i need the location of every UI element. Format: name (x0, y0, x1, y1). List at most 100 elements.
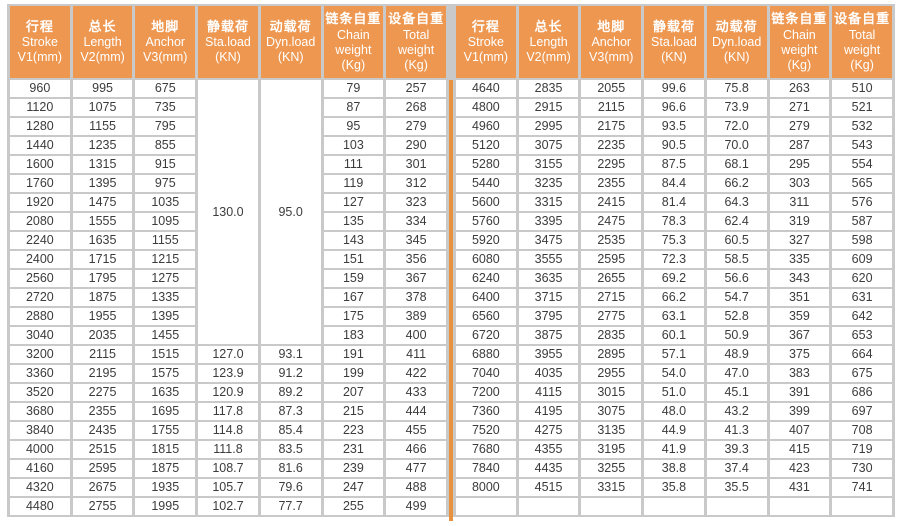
table-cell: 263 (769, 80, 830, 97)
table-cell: 93.5 (644, 118, 704, 135)
table-cell: 39.3 (706, 441, 767, 458)
table-cell: 356 (386, 251, 446, 268)
table-cell: 741 (832, 479, 892, 496)
table-cell: 334 (386, 213, 446, 230)
table-row: 3200 2115 1515 127.0 93.1 191 411 (10, 346, 446, 363)
table-cell: 6560 (456, 308, 516, 325)
column-header-zh: 静载荷 (206, 18, 249, 34)
table-cell: 1235 (72, 137, 133, 154)
column-header: 行程 Stroke V1(mm) (456, 6, 516, 78)
table-cell: 975 (135, 175, 196, 192)
column-header-en: (Kg) (404, 57, 428, 72)
table-cell: 303 (769, 175, 830, 192)
table-body-right: 4640 2835 2055 99.6 75.8 263 510 4800 2915 2115 96… (456, 80, 892, 515)
table-cell: 1815 (135, 441, 196, 458)
table-cell: 3075 (581, 403, 642, 420)
table-cell: 223 (323, 422, 384, 439)
table-cell: 620 (832, 270, 892, 287)
table-cell: 2115 (72, 346, 133, 363)
table-cell: 58.5 (706, 251, 767, 268)
table-cell: 543 (832, 137, 892, 154)
table-cell: 1695 (135, 403, 196, 420)
column-header: 地脚 Anchor V3(mm) (135, 6, 196, 78)
table-row: 2400 1715 1215 151 356 (10, 251, 446, 268)
table-cell: 95 (323, 118, 384, 135)
table-cell: 127.0 (198, 346, 258, 363)
table-cell: 2955 (581, 365, 642, 382)
table-cell: 279 (386, 118, 446, 135)
column-header-zh: 设备自重 (388, 11, 445, 27)
table-cell: 114.8 (198, 422, 258, 439)
table-cell: 287 (769, 137, 830, 154)
table-cell: 400 (386, 327, 446, 344)
table-cell: 2175 (581, 118, 642, 135)
table-cell: 7200 (456, 384, 516, 401)
table-row: 7520 4275 3135 44.9 41.3 407 708 (456, 422, 892, 439)
table-row: 4960 2995 2175 93.5 72.0 279 532 (456, 118, 892, 135)
table-row: 1760 1395 975 119 312 (10, 175, 446, 192)
table-cell: 62.4 (706, 213, 767, 230)
table-cell: 960 (10, 80, 70, 97)
table-row: 4160 2595 1875 108.7 81.6 239 477 (10, 460, 446, 477)
table-cell: 697 (832, 403, 892, 420)
table-cell: 708 (832, 422, 892, 439)
table-cell: 85.4 (260, 422, 321, 439)
table-cell: 83.5 (260, 441, 321, 458)
table-cell: 576 (832, 194, 892, 211)
column-header-zh: 行程 (471, 18, 500, 34)
table-cell: 1955 (72, 308, 133, 325)
table-cell (706, 498, 767, 515)
column-header-en: (Kg) (850, 57, 874, 72)
table-cell: 3475 (518, 232, 579, 249)
table-cell: 2415 (581, 194, 642, 211)
table-row: 1920 1475 1035 127 323 (10, 194, 446, 211)
table-cell: 1335 (135, 289, 196, 306)
table-cell: 319 (769, 213, 830, 230)
table-cell: 2235 (581, 137, 642, 154)
table-cell: 35.8 (644, 479, 704, 496)
table-row: 2080 1555 1095 135 334 (10, 213, 446, 230)
column-header-en: weight (335, 42, 372, 57)
table-cell: 191 (323, 346, 384, 363)
table-cell: 345 (386, 232, 446, 249)
column-header-en: weight (781, 42, 818, 57)
table-cell: 2195 (72, 365, 133, 382)
table-cell: 231 (323, 441, 384, 458)
table-cell: 117.8 (198, 403, 258, 420)
table-cell: 3195 (581, 441, 642, 458)
table-cell: 323 (386, 194, 446, 211)
table-row: 7040 4035 2955 54.0 47.0 383 675 (456, 365, 892, 382)
table-cell: 389 (386, 308, 446, 325)
table-cell: 3680 (10, 403, 70, 420)
table-cell: 102.7 (198, 498, 258, 515)
table-cell: 2995 (518, 118, 579, 135)
table-cell: 96.6 (644, 99, 704, 116)
column-header-en: V2(mm) (526, 50, 571, 65)
table-cell: 87.5 (644, 156, 704, 173)
column-header: 行程 Stroke V1(mm) (10, 6, 70, 78)
divider-orange-line (449, 80, 453, 521)
table-cell: 686 (832, 384, 892, 401)
table-cell: 335 (769, 251, 830, 268)
table-cell: 69.2 (644, 270, 704, 287)
table-cell: 207 (323, 384, 384, 401)
table-cell: 90.5 (644, 137, 704, 154)
table-cell: 93.1 (260, 346, 321, 363)
table-cell: 343 (769, 270, 830, 287)
table-cell: 79.6 (260, 479, 321, 496)
table-row: 5920 3475 2535 75.3 60.5 327 598 (456, 232, 892, 249)
table-cell: 2835 (581, 327, 642, 344)
spec-table-right: 行程 Stroke V1(mm) 总长 Length V2(mm) 地脚 Anchor V3(m… (453, 4, 895, 517)
table-cell: 123.9 (198, 365, 258, 382)
table-cell: 54.0 (644, 365, 704, 382)
table-cell: 675 (135, 80, 196, 97)
table-cell: 268 (386, 99, 446, 116)
column-header-zh: 总长 (534, 18, 563, 34)
table-cell: 609 (832, 251, 892, 268)
table-cell: 2400 (10, 251, 70, 268)
table-cell: 99.6 (644, 80, 704, 97)
table-row: 2240 1635 1155 143 345 (10, 232, 446, 249)
table-cell: 2880 (10, 308, 70, 325)
table-row: 7200 4115 3015 51.0 45.1 391 686 (456, 384, 892, 401)
table-row: 5280 3155 2295 87.5 68.1 295 554 (456, 156, 892, 173)
